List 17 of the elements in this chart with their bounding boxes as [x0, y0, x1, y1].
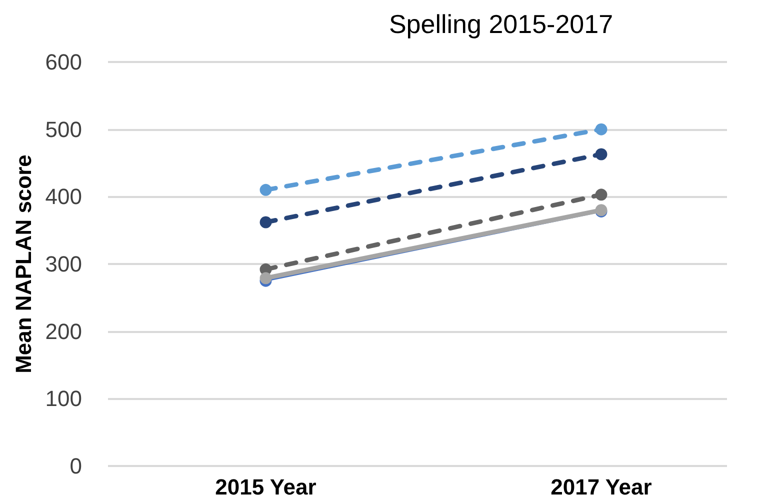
y-tick-label: 400: [45, 184, 82, 210]
y-axis-title: Mean NAPLAN score: [10, 154, 36, 374]
point: [595, 123, 608, 136]
x-tick-label: 2017 Year: [550, 474, 652, 500]
y-tick-label: 0: [70, 454, 82, 478]
point: [595, 188, 608, 201]
y-tick-label: 300: [45, 252, 82, 276]
point: [260, 272, 272, 284]
chart-title: Spelling 2015-2017: [388, 9, 614, 39]
point: [260, 184, 272, 196]
point: [260, 216, 272, 228]
x-tick-label: 2015 Year: [215, 474, 317, 500]
y-tick-label: 100: [45, 386, 82, 412]
y-tick-label: 500: [45, 116, 82, 142]
y-tick-label: 200: [45, 318, 82, 344]
point: [595, 148, 608, 160]
y-tick-label: 600: [45, 50, 82, 74]
